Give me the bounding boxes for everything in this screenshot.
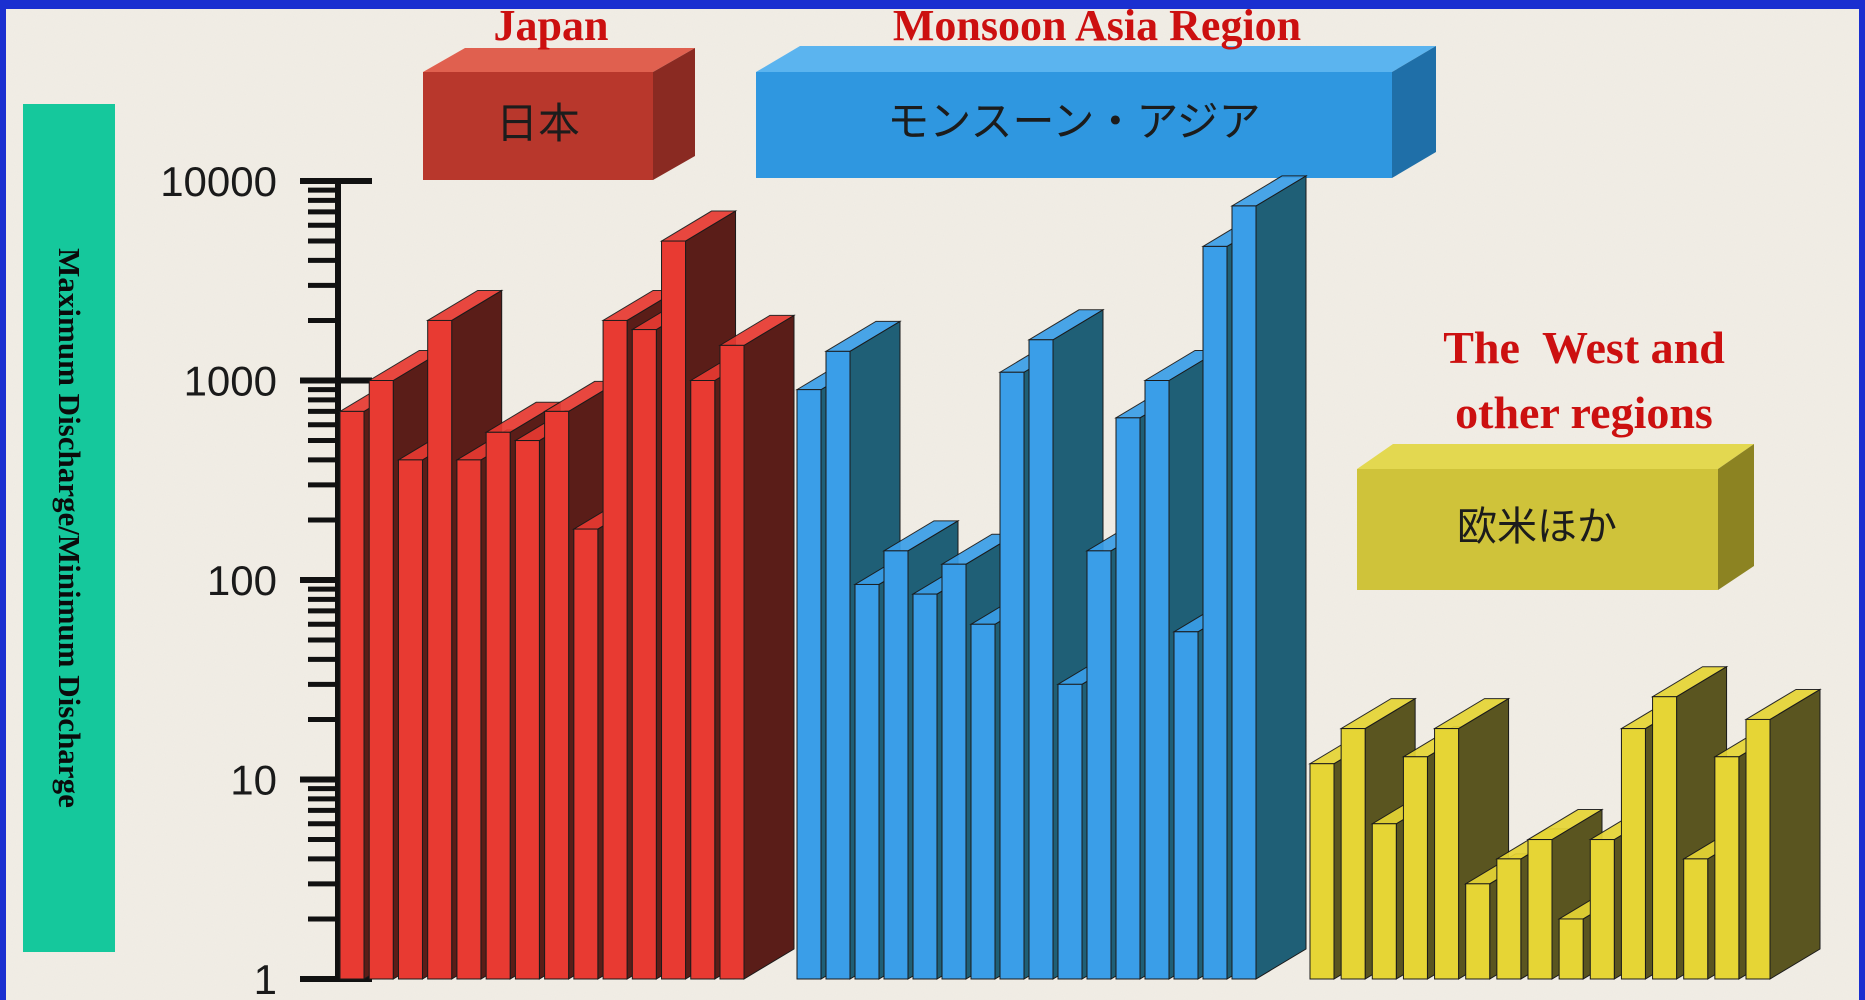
- bar-front: [1465, 883, 1491, 980]
- japan-label-box: 日本: [423, 48, 695, 180]
- bar-front: [1620, 728, 1646, 980]
- y-tick-label-0: 1: [254, 956, 277, 1000]
- bar-front: [1173, 631, 1199, 980]
- y-tick-label-4: 10000: [160, 158, 277, 205]
- bar-front: [941, 563, 967, 980]
- bar-front: [825, 350, 851, 980]
- bar-front: [1309, 763, 1335, 980]
- bar-0-13: [718, 314, 796, 980]
- y-axis-label-box: Maximum Discharge/Minimum Discharge: [23, 104, 115, 952]
- bar-front: [796, 389, 822, 980]
- bar-front: [1714, 756, 1740, 980]
- bar-front: [970, 623, 996, 980]
- bar-front: [427, 319, 453, 980]
- bar-front: [1652, 696, 1678, 980]
- bar-front: [1340, 728, 1366, 980]
- bar-2-14: [1744, 688, 1822, 980]
- bar-front: [1144, 380, 1170, 980]
- japan-label-box-side: [653, 48, 695, 180]
- japan-label-box-top: [423, 48, 695, 72]
- bar-front: [1371, 823, 1397, 980]
- bar-front: [883, 550, 909, 980]
- west-native-label: 欧米ほか: [1457, 504, 1617, 550]
- bar-front: [661, 240, 687, 980]
- monsoon-label-box-side: [1392, 46, 1436, 178]
- bar-front: [912, 593, 938, 980]
- bar-front: [1745, 718, 1771, 980]
- bar-front: [1028, 339, 1054, 980]
- monsoon-title: Monsoon Asia Region: [893, 1, 1301, 50]
- monsoon-label-box: モンスーン・アジア: [756, 46, 1436, 178]
- west-label-box-top: [1357, 444, 1754, 469]
- bar-front: [1115, 417, 1141, 980]
- y-axis-label: Maximum Discharge/Minimum Discharge: [52, 248, 87, 808]
- bar-front: [1231, 205, 1257, 980]
- west-title-line2: other regions: [1455, 387, 1713, 438]
- bar-side: [1769, 688, 1821, 980]
- bar-side: [1255, 175, 1307, 980]
- bar-front: [999, 371, 1025, 980]
- y-axis: 1 10 100 1000 10000: [160, 158, 372, 1000]
- bar-front: [1558, 918, 1584, 980]
- bar-front: [397, 459, 423, 980]
- bar-front: [1434, 728, 1460, 980]
- bar-front: [1589, 839, 1615, 980]
- bar-front: [719, 344, 745, 980]
- japan-label-box-front: [423, 72, 653, 180]
- bar-front: [854, 583, 880, 980]
- bar-front: [544, 410, 570, 980]
- y-tick-label-2: 100: [207, 557, 277, 604]
- bar-front: [1057, 683, 1083, 980]
- bar-front: [631, 329, 657, 980]
- monsoon-native-label: モンスーン・アジア: [887, 97, 1260, 146]
- bar-front: [514, 440, 540, 980]
- bar-front: [1496, 858, 1522, 980]
- bar-front: [1527, 839, 1553, 980]
- y-tick-label-3: 1000: [184, 358, 277, 405]
- bar-front: [485, 431, 511, 980]
- japan-title: Japan: [494, 1, 609, 50]
- japan-native-label: 日本: [496, 99, 580, 148]
- bar-front: [1402, 756, 1428, 980]
- bar-front: [573, 528, 599, 980]
- top-border: [0, 0, 1865, 9]
- bars: [338, 175, 1822, 980]
- bar-side: [743, 314, 795, 980]
- west-label-box: 欧米ほか: [1357, 444, 1754, 590]
- bar-front: [690, 380, 716, 980]
- west-title-line1: The West and: [1443, 322, 1725, 373]
- bar-front: [339, 410, 365, 980]
- bar-front: [602, 319, 628, 980]
- monsoon-label-box-front: [756, 72, 1392, 178]
- monsoon-label-box-top: [756, 46, 1436, 72]
- bar-front: [1086, 550, 1112, 980]
- bar-front: [368, 380, 394, 980]
- west-label-box-front: [1357, 469, 1718, 590]
- bar-front: [1683, 858, 1709, 980]
- bar-1-15: [1230, 175, 1308, 980]
- west-label-box-side: [1718, 444, 1754, 590]
- bar-front: [1202, 245, 1228, 980]
- y-tick-label-1: 10: [230, 757, 277, 804]
- bar-front: [456, 459, 482, 980]
